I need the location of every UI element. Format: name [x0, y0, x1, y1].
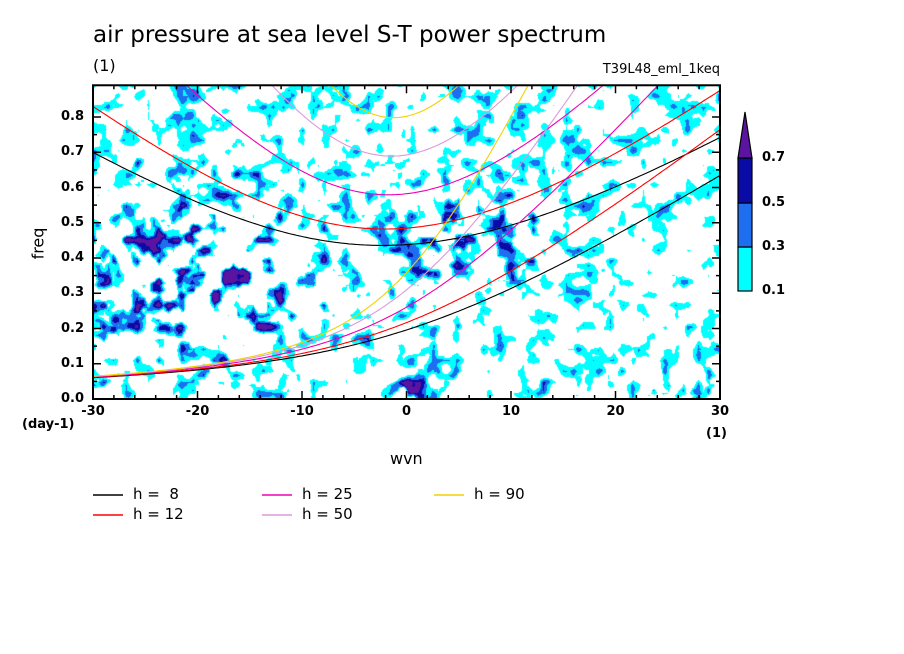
y-tick-label: 0.6 [60, 179, 84, 195]
legend-label: h = 90 [474, 485, 525, 503]
x-tick-label: 30 [710, 404, 730, 419]
plot-frame [92, 84, 721, 401]
colorbar-segment [737, 157, 753, 204]
dispersion-curve-gravity-h8 [93, 137, 720, 246]
y-tick-label: 0.1 [60, 355, 84, 371]
legend-label: h = 12 [133, 505, 184, 523]
dispersion-curve-mrg-h8 [93, 175, 720, 379]
dispersion-curve-gravity-h25 [185, 85, 604, 196]
legend-label: h = 50 [302, 505, 353, 523]
dispersion-curve-mrg-h90 [93, 85, 529, 377]
colorbar-label: 0.3 [762, 239, 786, 254]
y-tick-label: 0.3 [60, 285, 84, 301]
chart-subtitle-unit: (1) [93, 56, 116, 75]
y-tick-label: 0.5 [60, 214, 84, 230]
y-tick-label: 0.4 [60, 250, 84, 265]
colorbar-label: 0.5 [762, 195, 786, 210]
dispersion-curve-mrg-h25 [93, 85, 659, 378]
contour-field [93, 85, 720, 399]
legend-label: h = 25 [302, 485, 353, 503]
x-tick-label: -10 [290, 404, 314, 419]
colorbar-label: 0.7 [762, 150, 786, 165]
dispersion-curve-mrg-h50 [93, 85, 579, 377]
legend-label: h = 8 [133, 485, 179, 503]
x-axis-label: wvn [390, 449, 423, 468]
colorbar-segment [737, 202, 753, 248]
x-tick-label: 10 [501, 404, 521, 419]
dispersion-curve-gravity-h90 [329, 85, 460, 119]
x-unit-label: (1) [706, 426, 727, 441]
colorbar-label: 0.1 [762, 283, 786, 298]
y-unit-label: (day-1) [22, 417, 75, 432]
x-tick-label: -20 [185, 404, 210, 419]
colorbar-segment [737, 246, 753, 292]
experiment-label: T39L48_eml_1keq [602, 62, 720, 77]
x-tick-label: 20 [606, 404, 625, 419]
x-tick-label: -30 [81, 404, 105, 419]
dispersion-curve-mrg-h12 [93, 129, 720, 378]
dispersion-curve-gravity-h12 [93, 90, 720, 230]
y-tick-label: 0.2 [60, 320, 84, 336]
dispersion-curve-gravity-h50 [271, 85, 519, 157]
x-tick-label: 0 [401, 404, 412, 419]
colorbar-segment-max [737, 111, 753, 159]
y-tick-label: 0.0 [60, 391, 84, 406]
y-tick-label: 0.8 [60, 109, 84, 124]
y-tick-label: 0.7 [60, 144, 84, 160]
y-axis-label: freq [28, 227, 48, 260]
chart-title: air pressure at sea level S-T power spec… [93, 22, 607, 48]
